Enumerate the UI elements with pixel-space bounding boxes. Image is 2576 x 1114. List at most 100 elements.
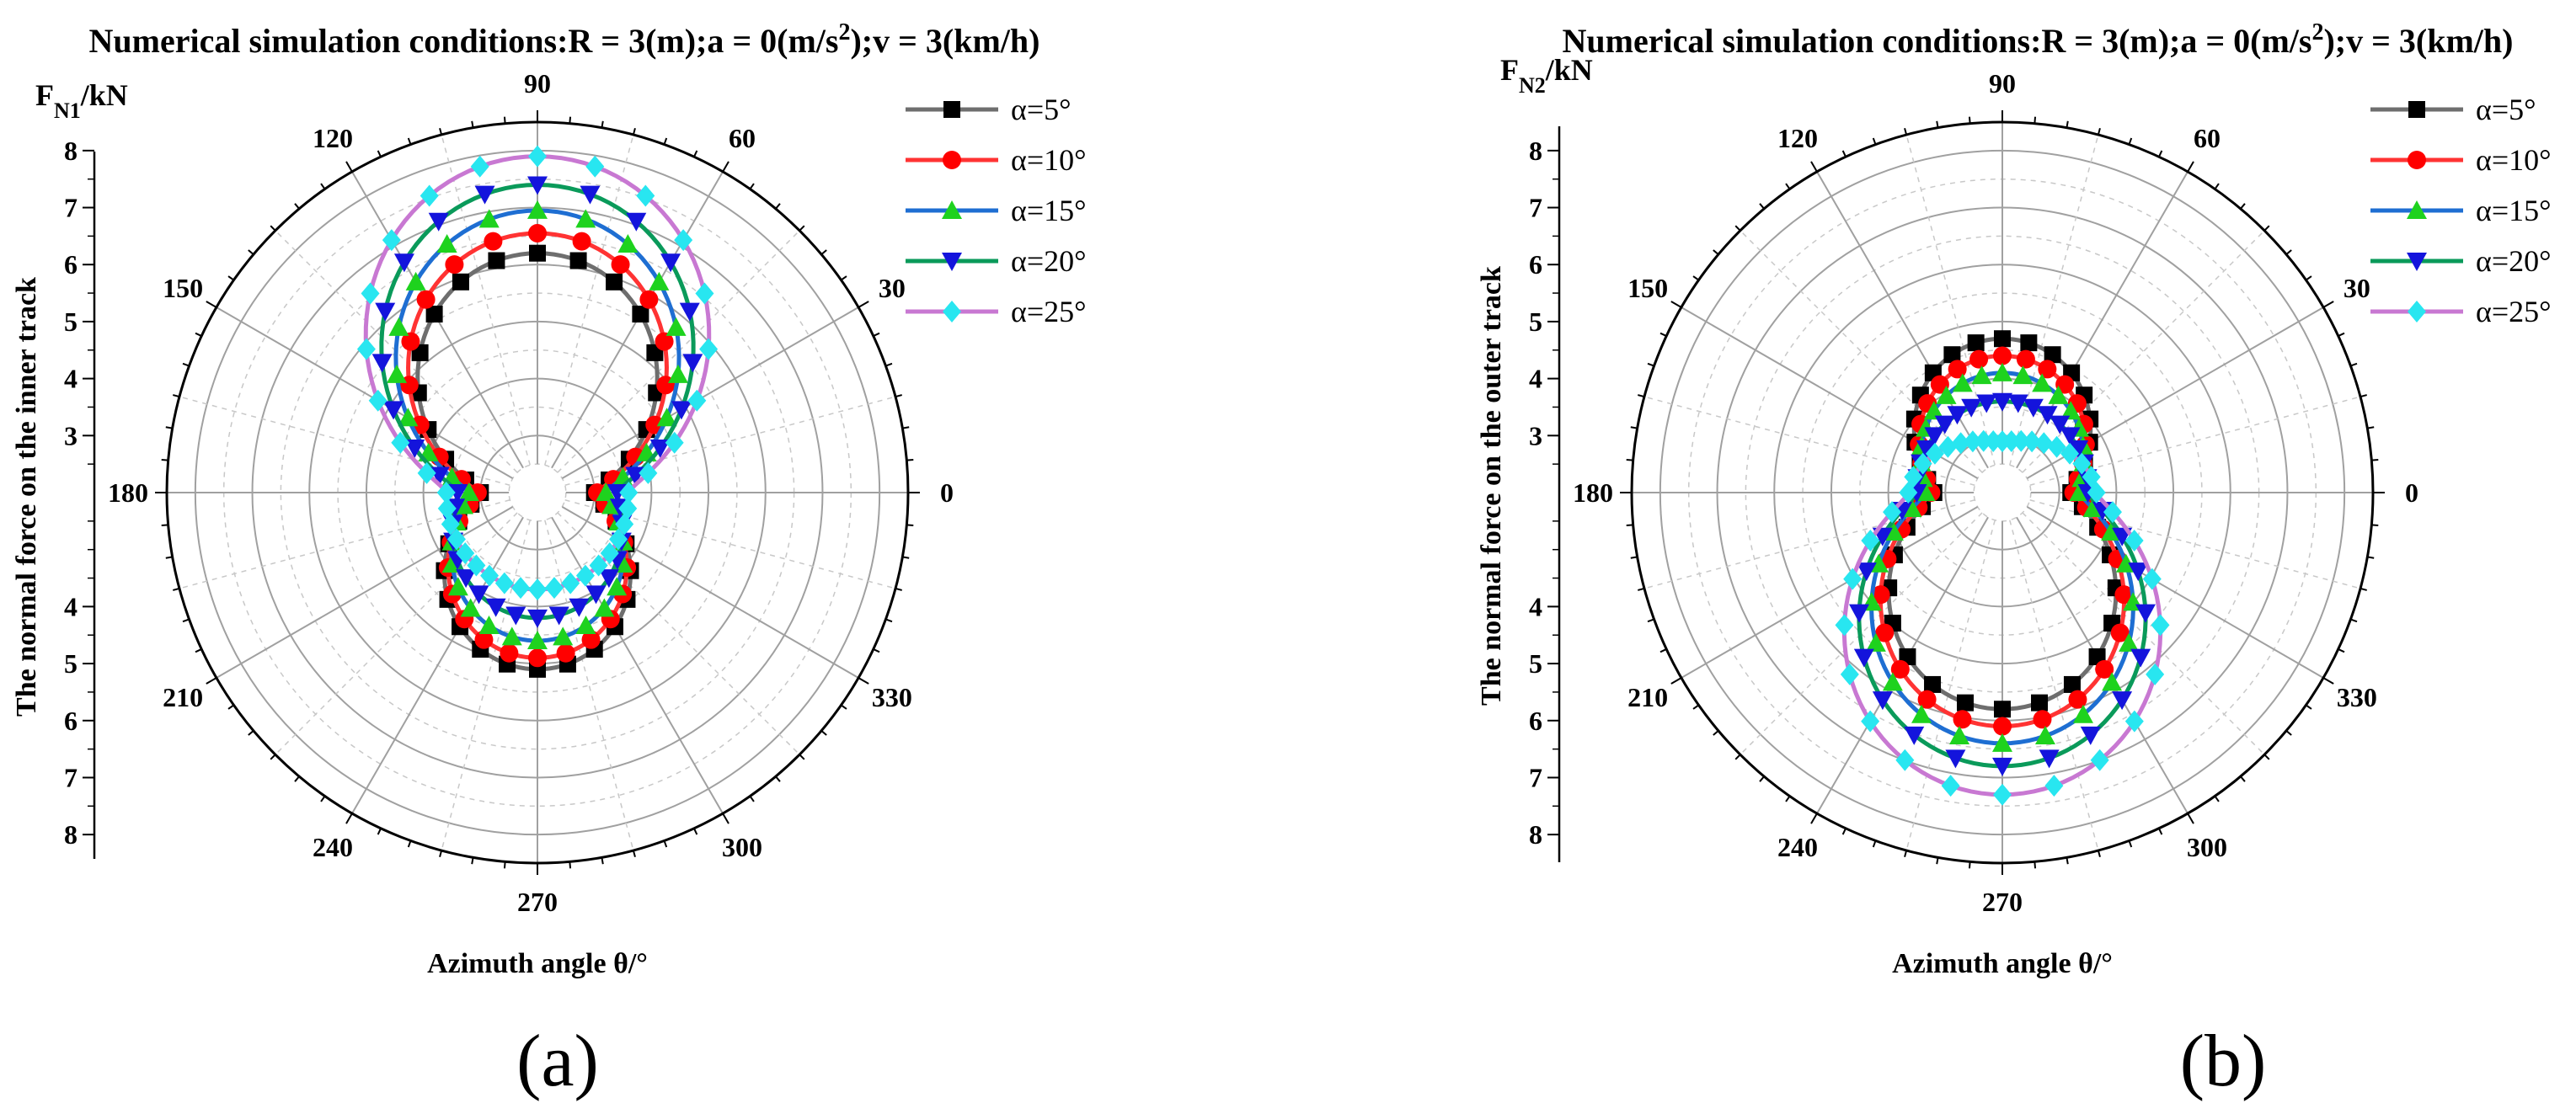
legend-label: α=15° bbox=[2476, 194, 2552, 227]
angular-tick bbox=[294, 203, 300, 210]
angular-tick bbox=[749, 795, 755, 802]
grid-spoke-minor bbox=[564, 396, 896, 486]
angular-tick bbox=[206, 301, 217, 308]
angular-tick-label: 240 bbox=[313, 832, 353, 862]
data-point bbox=[527, 176, 548, 195]
radial-axis-side-label: The normal force on the inner track bbox=[11, 277, 42, 717]
data-point bbox=[1883, 501, 1902, 524]
angular-tick bbox=[320, 795, 326, 802]
data-point bbox=[1993, 717, 2012, 736]
data-point bbox=[2016, 349, 2035, 369]
panel-label-a: (a) bbox=[516, 1021, 599, 1102]
data-point bbox=[1871, 585, 1890, 605]
legend-label: α=15° bbox=[1011, 194, 1087, 227]
angular-tick bbox=[345, 161, 353, 173]
data-point bbox=[1915, 482, 1936, 501]
data-point bbox=[1875, 623, 1895, 642]
data-point bbox=[2112, 691, 2133, 711]
angular-tick bbox=[1647, 362, 1654, 367]
data-point bbox=[607, 484, 628, 503]
data-point bbox=[575, 564, 595, 587]
data-point bbox=[615, 513, 634, 536]
data-point bbox=[474, 630, 494, 649]
grid-spoke-major bbox=[551, 516, 724, 814]
data-point bbox=[383, 401, 404, 420]
figure-b: Numerical simulation conditions:R = 3(m)… bbox=[1288, 0, 2576, 1114]
data-point bbox=[1993, 783, 2012, 806]
radial-tick-label: 6 bbox=[64, 249, 77, 280]
angular-tick bbox=[1785, 183, 1791, 190]
data-point bbox=[671, 401, 692, 420]
angular-tick bbox=[206, 677, 217, 685]
legend-marker bbox=[2408, 301, 2426, 322]
data-point bbox=[528, 578, 547, 601]
angular-tick bbox=[799, 754, 805, 760]
data-point bbox=[606, 273, 623, 290]
grid-spoke-major bbox=[1816, 171, 1989, 469]
data-point bbox=[388, 317, 409, 336]
data-point bbox=[1967, 334, 1985, 352]
data-point bbox=[356, 338, 376, 360]
angular-tick bbox=[195, 332, 202, 337]
angular-tick bbox=[2360, 394, 2367, 398]
angular-axis-label: Azimuth angle θ/° bbox=[427, 948, 648, 979]
radial-tick-label: 5 bbox=[64, 648, 77, 679]
data-point bbox=[1984, 429, 2003, 452]
data-point bbox=[639, 461, 658, 484]
angular-tick bbox=[2305, 275, 2312, 281]
data-point bbox=[611, 255, 630, 275]
data-point bbox=[488, 252, 505, 269]
radial-tick-label: 5 bbox=[1529, 648, 1542, 679]
data-point bbox=[2082, 466, 2101, 488]
grid-spoke-minor bbox=[2009, 134, 2099, 466]
angular-tick bbox=[1670, 301, 1682, 308]
data-point bbox=[1835, 614, 1854, 637]
data-point bbox=[1924, 675, 1942, 693]
grid-spoke-minor bbox=[179, 396, 510, 486]
angular-tick-label: 180 bbox=[108, 477, 148, 508]
data-point bbox=[2101, 521, 2122, 541]
angular-tick bbox=[885, 362, 893, 367]
grid-spoke-major bbox=[2026, 506, 2324, 679]
data-point bbox=[1899, 482, 1918, 504]
data-point bbox=[575, 615, 596, 634]
data-point bbox=[548, 606, 569, 626]
data-point bbox=[446, 528, 466, 551]
angular-tick bbox=[1968, 861, 1971, 869]
angular-tick-label: 180 bbox=[1573, 477, 1613, 508]
data-point bbox=[649, 271, 670, 290]
angular-tick bbox=[2066, 120, 2069, 128]
series-4 bbox=[356, 145, 719, 601]
angular-tick bbox=[693, 828, 698, 835]
grid-spoke-major bbox=[216, 306, 514, 479]
grid-circle-minor bbox=[508, 463, 567, 522]
grid-spoke-major bbox=[2016, 171, 2189, 469]
data-point bbox=[667, 364, 688, 383]
angular-tick bbox=[820, 249, 827, 255]
data-point bbox=[636, 184, 655, 207]
legend-marker bbox=[2408, 101, 2425, 118]
data-point bbox=[598, 569, 619, 589]
data-point bbox=[2095, 659, 2114, 679]
radial-tick-label: 5 bbox=[64, 306, 77, 337]
data-point bbox=[585, 585, 607, 605]
angular-tick bbox=[1659, 648, 1667, 653]
radial-tick-label: 8 bbox=[64, 819, 77, 850]
angular-tick bbox=[2187, 161, 2194, 173]
data-point bbox=[639, 290, 659, 309]
angular-tick bbox=[407, 137, 412, 145]
angular-tick bbox=[2214, 183, 2220, 190]
angular-tick bbox=[895, 394, 902, 398]
grid-spoke-minor bbox=[2022, 230, 2265, 473]
angular-tick bbox=[195, 648, 202, 653]
angular-tick bbox=[858, 677, 869, 685]
angular-tick bbox=[1638, 587, 1645, 591]
angular-tick bbox=[1630, 426, 1638, 429]
data-point bbox=[561, 572, 580, 594]
data-point bbox=[1934, 415, 1955, 434]
data-point bbox=[665, 317, 687, 336]
legend-label: α=20° bbox=[1011, 244, 1087, 278]
data-point bbox=[436, 482, 456, 504]
angular-tick-label: 120 bbox=[1777, 123, 1818, 153]
angular-tick bbox=[1759, 203, 1765, 210]
